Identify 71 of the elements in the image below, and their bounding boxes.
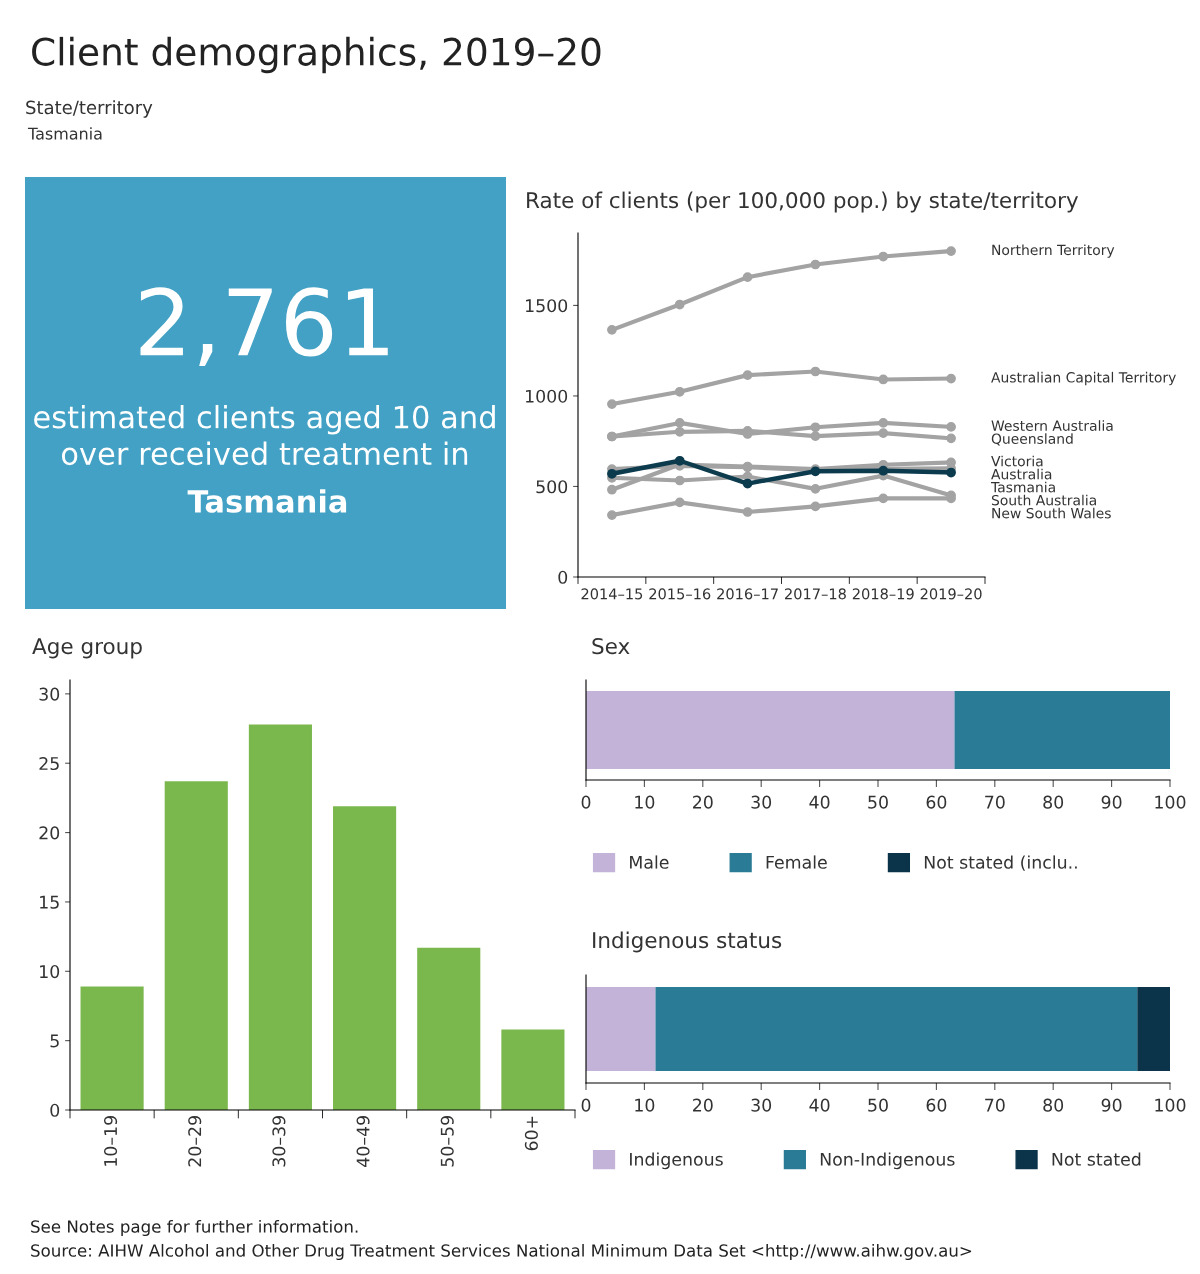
text: Tasmania [990,481,1055,493]
chart-title: Age group [32,638,142,659]
y-tick-label: 0 [558,570,568,584]
x-tick-label: 40 [809,1098,830,1112]
text: See Notes page for further information. [31,1219,358,1237]
x-tick-label: 70 [985,1098,1005,1112]
x-tick-label: 100 [1155,1098,1186,1112]
text: Client demographics, 2019–20 [32,36,601,74]
x-tick-label: 100 [1155,795,1186,809]
x-tick-label: 2017–18 [785,588,846,600]
x-tick-label: 2018–19 [852,588,914,600]
x-tick-label: 20 [693,795,713,809]
x-tick-label: 50–59 [440,1116,454,1167]
text: estimated clients aged 10 and over received treatment in [34,404,495,466]
x-tick-label: 20–29 [188,1116,202,1167]
x-tick-label: 20 [693,1098,713,1112]
x-tick-label: 60+ [524,1116,538,1151]
legend-label: Female [766,855,827,869]
text: Victoria [991,455,1043,467]
y-tick-label: 1500 [526,299,568,313]
legend-label: Non-Indigenous [820,1152,955,1170]
legend-label: Not stated [1052,1152,1141,1166]
text: 2,761 [140,287,388,366]
x-tick-label: 90 [1101,795,1122,809]
y-tick-label: 15 [40,895,59,909]
x-tick-label: 30 [751,1098,772,1112]
text: Australia [991,468,1052,480]
y-tick-label: 10 [40,965,60,979]
y-tick-label: 5 [50,1034,59,1048]
x-tick-label: 2014–15 [581,588,643,600]
x-tick-label: 10 [635,795,655,809]
x-tick-label: 60 [926,795,947,809]
x-tick-label: 2019–20 [920,588,982,600]
x-tick-label: 40 [809,795,830,809]
x-tick-label: 30 [751,795,772,809]
y-tick-label: 1000 [526,389,568,403]
x-tick-label: 40–49 [356,1116,370,1167]
y-tick-label: 500 [536,480,568,494]
x-tick-label: 30–39 [272,1116,286,1167]
text: Australian Capital Territory [991,371,1176,386]
source-note: Source: AIHW Alcohol and Other Drug Treatment Services National Minimum Data Set <http://www.aihw.gov.au> [31,1243,972,1261]
text: Western Australia [991,420,1113,431]
x-tick-label: 80 [1043,1098,1064,1112]
legend-label: Not stated (inclu.. [924,855,1077,871]
chart-title: Sex [592,637,630,655]
text: Northern Territory [992,244,1115,258]
legend-label: Indigenous [630,1152,723,1170]
x-tick-label: 70 [985,795,1005,809]
text: Tasmania [27,127,102,140]
x-tick-label: 0 [581,1098,591,1112]
text: Tasmania [187,489,347,513]
chart-title: Rate of clients (per 100,000 pop.) by state/territory [527,191,1079,213]
x-tick-label: 50 [868,1098,888,1112]
x-tick-label: 2016–17 [717,588,778,600]
x-tick-label: 0 [581,795,591,809]
x-tick-label: 90 [1101,1098,1122,1112]
x-tick-label: 10 [635,1098,655,1112]
x-tick-label: 50 [868,795,888,809]
x-tick-label: 10–19 [103,1116,118,1166]
y-tick-label: 20 [39,826,60,840]
legend-label: Male [630,855,669,869]
text: State/territory [26,100,153,118]
chart-title: Indigenous status [593,931,782,953]
x-tick-label: 2015–16 [649,588,711,600]
text: South Australia [991,494,1096,506]
text: New South Wales [992,507,1111,519]
x-tick-label: 60 [926,1098,947,1112]
y-tick-label: 25 [39,756,59,771]
y-tick-label: 30 [39,687,60,701]
x-tick-label: 80 [1043,795,1064,809]
text: Queensland [991,433,1073,446]
